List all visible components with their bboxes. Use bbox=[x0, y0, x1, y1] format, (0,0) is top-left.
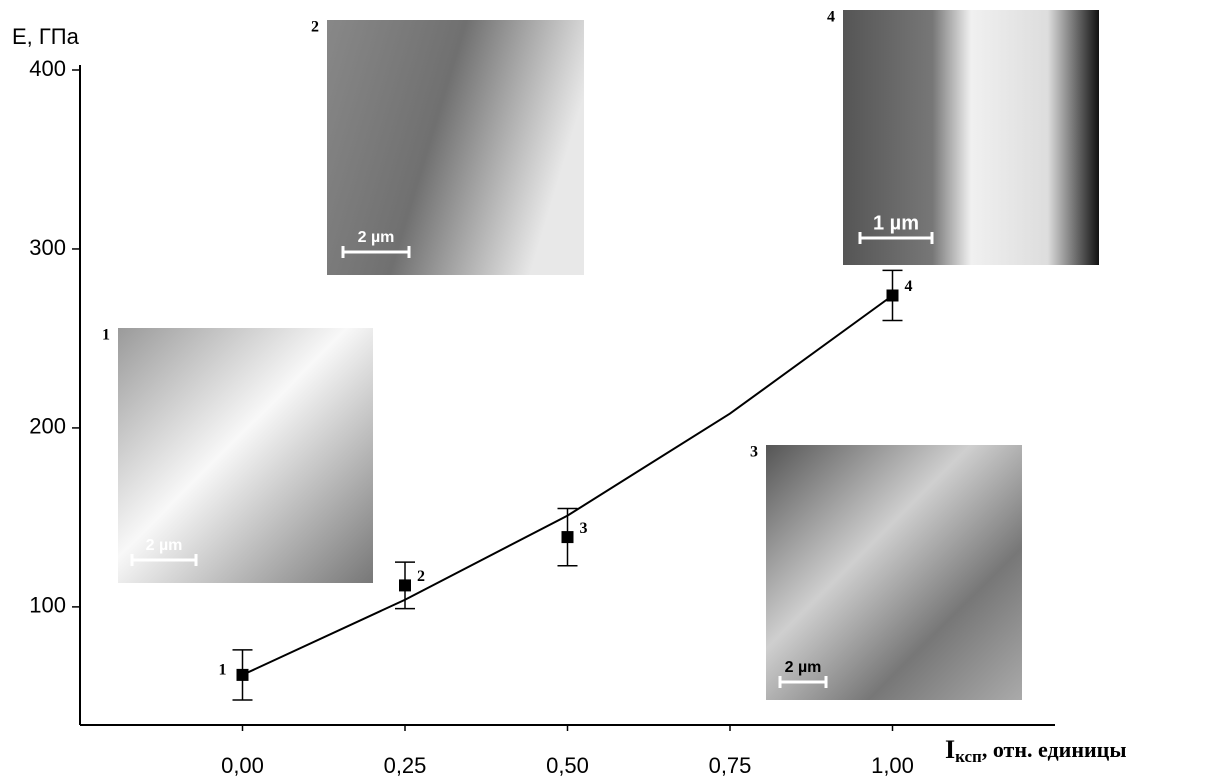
scale-bar bbox=[130, 554, 198, 566]
scale-bar-label: 1 µm bbox=[873, 212, 919, 234]
x-tick-label: 0,25 bbox=[384, 753, 427, 776]
scale-bar bbox=[341, 246, 411, 258]
y-axis-label: E, ГПа bbox=[12, 24, 80, 49]
x-tick-label: 1,00 bbox=[871, 753, 914, 776]
scale-bar-label: 2 µm bbox=[785, 659, 822, 676]
inset-label: 4 bbox=[827, 9, 835, 26]
point-label: 4 bbox=[905, 278, 913, 295]
point-label: 1 bbox=[219, 662, 227, 679]
point bbox=[236, 668, 249, 681]
x-tick-label: 0,75 bbox=[709, 753, 752, 776]
y-tick-label: 300 bbox=[29, 235, 66, 260]
x-axis-label: Iксп, отн. единицы bbox=[945, 735, 1127, 766]
inset-label: 3 bbox=[750, 444, 758, 461]
x-tick-label: 0,50 bbox=[546, 753, 589, 776]
scale-bar-label: 2 µm bbox=[358, 229, 395, 246]
point-label: 3 bbox=[580, 520, 588, 537]
y-tick-label: 200 bbox=[29, 414, 66, 439]
inset-image bbox=[843, 10, 1099, 265]
inset-image bbox=[766, 445, 1022, 700]
point bbox=[886, 289, 899, 302]
y-tick-label: 100 bbox=[29, 593, 66, 618]
inset-image bbox=[327, 20, 584, 275]
point bbox=[399, 579, 411, 592]
scale-bar bbox=[858, 232, 934, 244]
point bbox=[561, 531, 574, 544]
scale-bar bbox=[778, 676, 828, 688]
inset-label: 2 bbox=[311, 19, 319, 36]
x-label-rest: , отн. единицы bbox=[982, 737, 1127, 762]
y-tick-label: 400 bbox=[29, 56, 66, 81]
x-label-sub: ксп bbox=[955, 747, 982, 766]
inset-label: 1 bbox=[102, 327, 110, 344]
scale-bar-label: 2 µm bbox=[146, 537, 183, 554]
point-label: 2 bbox=[417, 568, 425, 585]
inset-image bbox=[118, 328, 373, 583]
x-label-main: I bbox=[945, 735, 955, 764]
x-tick-label: 0,00 bbox=[221, 753, 264, 776]
